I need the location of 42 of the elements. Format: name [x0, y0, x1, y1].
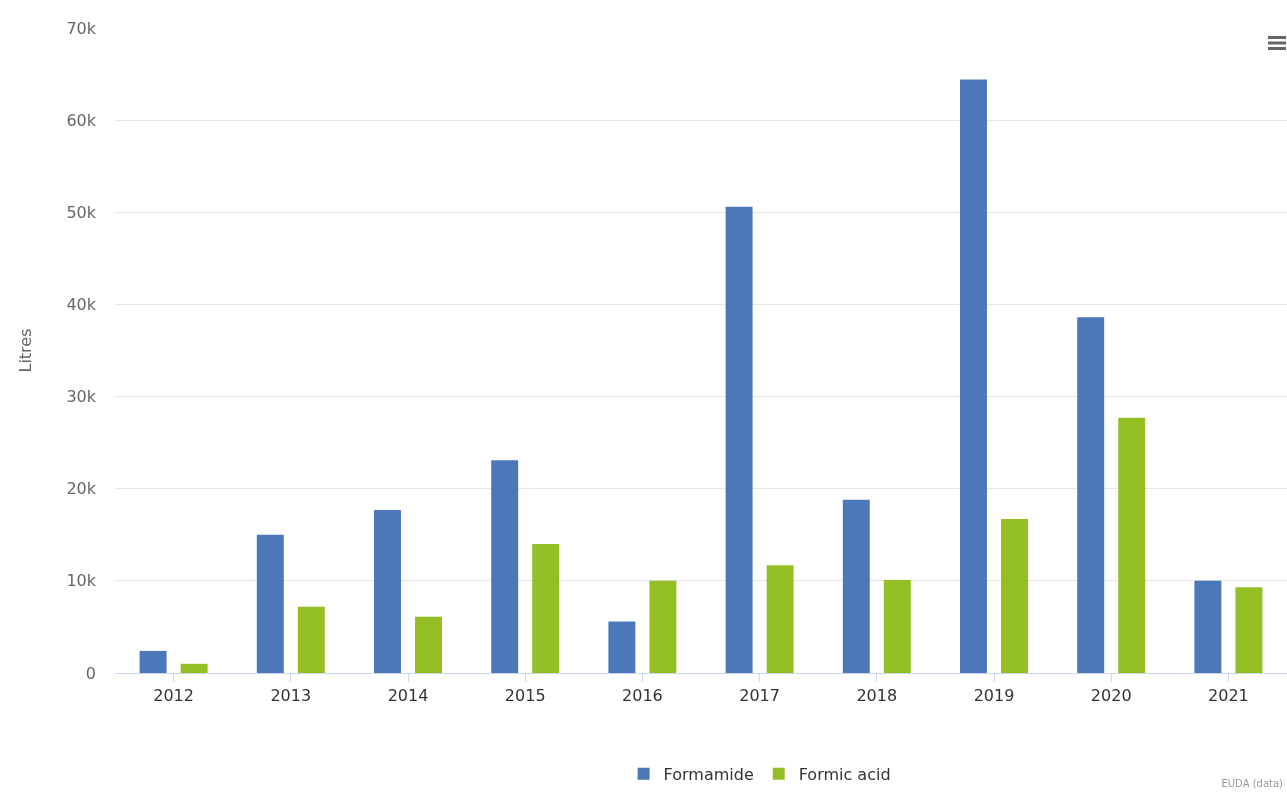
bar — [297, 606, 325, 673]
y-tick-label: 60k — [66, 110, 97, 130]
bar — [415, 616, 442, 673]
y-tick-label: 30k — [66, 387, 97, 407]
x-tick-label: 2013 — [270, 686, 312, 706]
y-tick-label: 0 — [85, 663, 96, 683]
y-axis-title: Litres — [16, 328, 36, 373]
y-tick-label: 20k — [66, 479, 97, 499]
x-tick-label: 2019 — [973, 686, 1015, 706]
y-tick-label: 70k — [66, 18, 97, 38]
x-tick-label: 2021 — [1208, 686, 1249, 706]
bar — [766, 565, 794, 673]
bar — [1001, 519, 1028, 673]
x-tick-label: 2015 — [504, 686, 546, 706]
x-tick-label: 2012 — [153, 686, 194, 706]
bar — [1077, 317, 1105, 673]
bar — [883, 579, 911, 673]
legend-label: Formamide — [663, 764, 754, 784]
bar — [180, 663, 208, 673]
bar — [139, 650, 167, 673]
x-tick-label: 2017 — [739, 686, 780, 706]
bar — [649, 580, 677, 673]
x-tick-label: 2018 — [856, 686, 898, 706]
bar — [491, 460, 519, 673]
bar — [1118, 417, 1146, 673]
y-tick-label: 50k — [66, 202, 97, 222]
bar — [1194, 580, 1222, 673]
bar — [842, 499, 870, 673]
y-tick-label: 10k — [66, 571, 97, 591]
bar — [725, 206, 753, 673]
legend-label: Formic acid — [798, 764, 891, 784]
x-tick-label: 2020 — [1090, 686, 1132, 706]
x-tick-label: 2016 — [622, 686, 663, 706]
bar — [960, 79, 987, 673]
text: EUDA (data) — [1221, 778, 1283, 790]
bar — [374, 509, 401, 673]
y-tick-label: 40k — [66, 295, 97, 315]
bar — [532, 544, 560, 673]
x-tick-label: 2014 — [387, 686, 429, 706]
bar — [256, 534, 284, 673]
bar — [1235, 587, 1263, 673]
bar — [608, 621, 636, 673]
